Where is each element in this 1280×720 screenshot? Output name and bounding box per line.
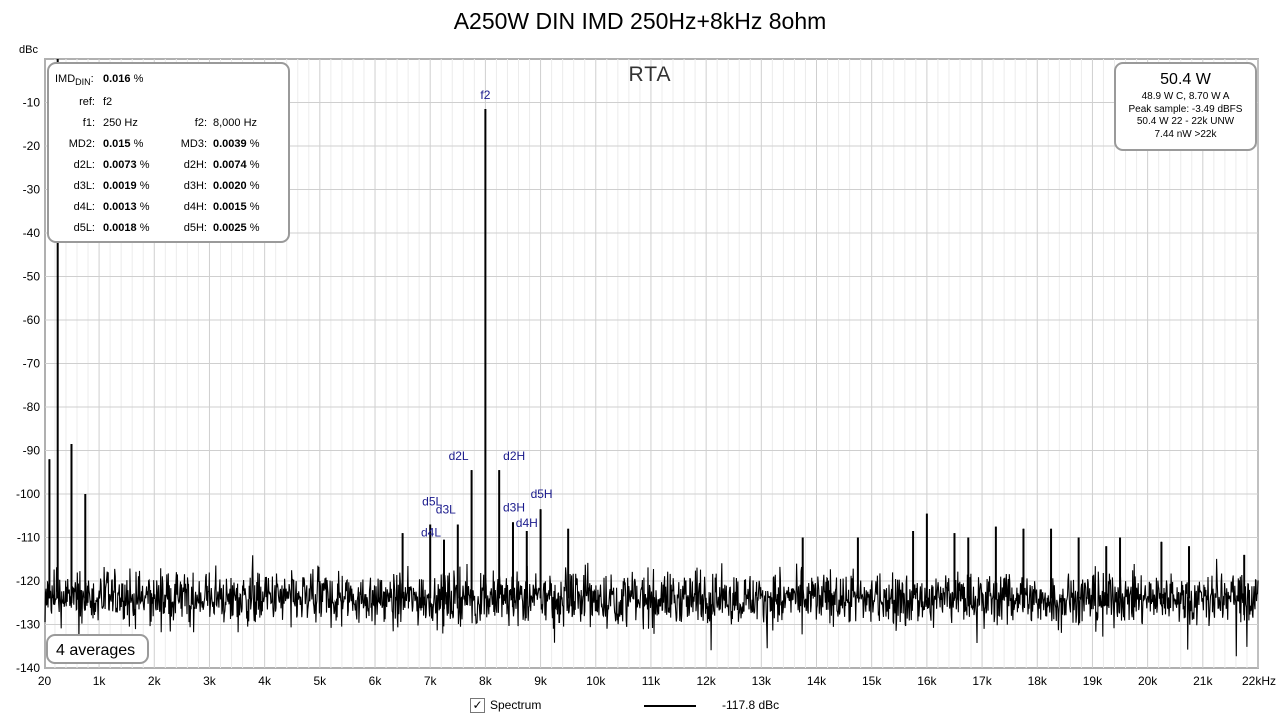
power-peak-line: Peak sample: -3.49 dBFS — [1128, 103, 1243, 115]
imd-d4l-label: d4L: — [73, 201, 95, 213]
imd-din-subscript: DIN — [75, 77, 91, 88]
legend: ✓ Spectrum -117.8 dBc — [0, 697, 1280, 717]
y-tick-label: -30 — [23, 183, 41, 197]
x-tick-label: 11k — [642, 674, 661, 688]
imd-md3-label: MD3: — [180, 138, 207, 150]
x-tick-label: 13k — [752, 674, 772, 688]
power-unweighted-line: 50.4 W 22 - 22k UNW — [1136, 116, 1235, 127]
rta-label: RTA — [628, 63, 672, 86]
y-tick-label: -70 — [23, 357, 41, 371]
x-tick-label: 9k — [534, 674, 548, 688]
averages-panel[interactable]: 4 averages — [46, 634, 149, 664]
imd-f1-label: f1: — [82, 117, 95, 129]
y-axis-label: dBc — [19, 44, 38, 56]
legend-line-swatch — [644, 705, 696, 707]
x-tick-label: 4k — [258, 674, 272, 688]
y-tick-label: -10 — [23, 96, 41, 110]
x-tick-label: 3k — [203, 674, 217, 688]
spectrum-checkbox[interactable]: ✓ — [470, 698, 485, 713]
imd-d3h-label: d3H: — [183, 180, 207, 192]
y-tick-label: -60 — [23, 313, 41, 327]
imd-d3l-value: 0.0019 % — [103, 180, 150, 192]
imd-md2-value: 0.015 % — [103, 138, 144, 150]
imd-f1-value: 250 Hz — [103, 117, 138, 129]
peak-label-d4h: d4H — [516, 516, 538, 530]
imd-d5l-label: d5L: — [73, 222, 95, 234]
peak-label-d2h: d2H — [503, 449, 525, 463]
y-tick-label: -80 — [23, 400, 41, 414]
x-tick-label: 10k — [586, 674, 606, 688]
y-tick-label: -40 — [23, 226, 41, 240]
imd-readout-panel[interactable]: IMDDIN: 0.016 % ref: f2 f1: 250 Hz f2: 8,000 … — [47, 62, 290, 243]
y-tick-label: -90 — [23, 444, 41, 458]
y-tick-label: -120 — [16, 574, 40, 588]
imd-d4h-value: 0.0015 % — [213, 201, 260, 213]
imd-md3-value: 0.0039 % — [213, 138, 260, 150]
x-tick-label: 16k — [917, 674, 937, 688]
imd-d2l-label: d2L: — [73, 159, 95, 171]
x-tick-label: 18k — [1028, 674, 1048, 688]
imd-d2l-value: 0.0073 % — [103, 159, 150, 171]
imd-ref-label: ref: — [79, 96, 95, 108]
imd-d3h-value: 0.0020 % — [213, 180, 260, 192]
imd-din-value: 0.016 % — [103, 73, 144, 85]
x-tick-label: 2k — [148, 674, 162, 688]
x-tick-label: 8k — [479, 674, 493, 688]
x-tick-label: 17k — [972, 674, 992, 688]
x-tick-label: 12k — [696, 674, 716, 688]
imd-f2-value: 8,000 Hz — [213, 117, 258, 129]
imd-md2-label: MD2: — [68, 138, 95, 150]
x-tick-label: 21k — [1193, 674, 1213, 688]
power-above-band-line: 7.44 nW >22k — [1154, 128, 1217, 140]
y-tick-label: -110 — [17, 531, 40, 545]
imd-d3l-label: d3L: — [73, 180, 95, 192]
y-tick-label: -130 — [16, 618, 40, 632]
x-tick-label: 22kHz — [1242, 674, 1276, 688]
x-tick-label: 15k — [862, 674, 882, 688]
imd-d2h-value: 0.0074 % — [213, 159, 260, 171]
x-tick-label: 5k — [313, 674, 327, 688]
x-tick-label: 20k — [1138, 674, 1158, 688]
x-tick-label: 19k — [1083, 674, 1103, 688]
x-tick-label: 1k — [93, 674, 107, 688]
chart-title: A250W DIN IMD 250Hz+8kHz 8ohm — [453, 8, 827, 34]
y-tick-label: -50 — [23, 270, 41, 284]
peak-label-d5l: d5L — [422, 494, 442, 508]
imd-din-label: IMD — [55, 73, 76, 85]
x-tick-label: 7k — [424, 674, 438, 688]
x-tick-label: 6k — [369, 674, 383, 688]
legend-label: Spectrum — [490, 698, 542, 712]
peak-label-d2l: d2L — [449, 449, 469, 463]
power-weighted-line: 48.9 W C, 8.70 W A — [1141, 91, 1230, 102]
spectrum-trace — [44, 59, 1259, 657]
imd-d2h-label: d2H: — [183, 159, 207, 171]
imd-d5l-value: 0.0018 % — [103, 222, 150, 234]
y-tick-labels: -10 -20 -30 -40 -50 -60 -70 -80 -90 -100 -110 -120 -… — [16, 96, 40, 676]
peak-label-d3h: d3H — [503, 500, 525, 514]
peak-label-d4l: d4L — [421, 526, 441, 540]
imd-d4h-label: d4H: — [183, 201, 207, 213]
y-tick-label: -140 — [16, 661, 40, 675]
imd-d4l-value: 0.0013 % — [103, 201, 150, 213]
legend-value: -117.8 dBc — [722, 698, 780, 712]
peak-label-f2: f2 — [480, 88, 490, 102]
peak-label-d5h: d5H — [531, 487, 553, 501]
imd-f2-label: f2: — [194, 117, 207, 129]
peak-label-d3l: d3L — [436, 502, 456, 516]
imd-d5h-label: d5H: — [183, 222, 207, 234]
y-tick-label: -20 — [23, 139, 41, 153]
power-readout-panel[interactable]: 50.4 W 48.9 W C, 8.70 W A Peak sample: -… — [1114, 62, 1257, 151]
y-tick-label: -100 — [16, 487, 40, 501]
spectrum-series — [44, 59, 1259, 657]
peak-annotations: f2 d2L d2H d3L d3H d4L d4H d5L d5H — [421, 88, 553, 540]
imd-din-row: IMDDIN: 0.016 % — [55, 72, 143, 88]
x-tick-label: 20 — [38, 674, 52, 688]
imd-d5h-value: 0.0025 % — [213, 222, 260, 234]
x-tick-labels: 20 1k 2k 3k 4k 5k 6k 7k 8k 9k 10k 11k 12k 13k 14k 15k 16… — [38, 674, 1276, 688]
imd-ref-value: f2 — [103, 96, 113, 108]
x-tick-label: 14k — [807, 674, 827, 688]
power-main-value: 50.4 W — [1160, 71, 1211, 88]
